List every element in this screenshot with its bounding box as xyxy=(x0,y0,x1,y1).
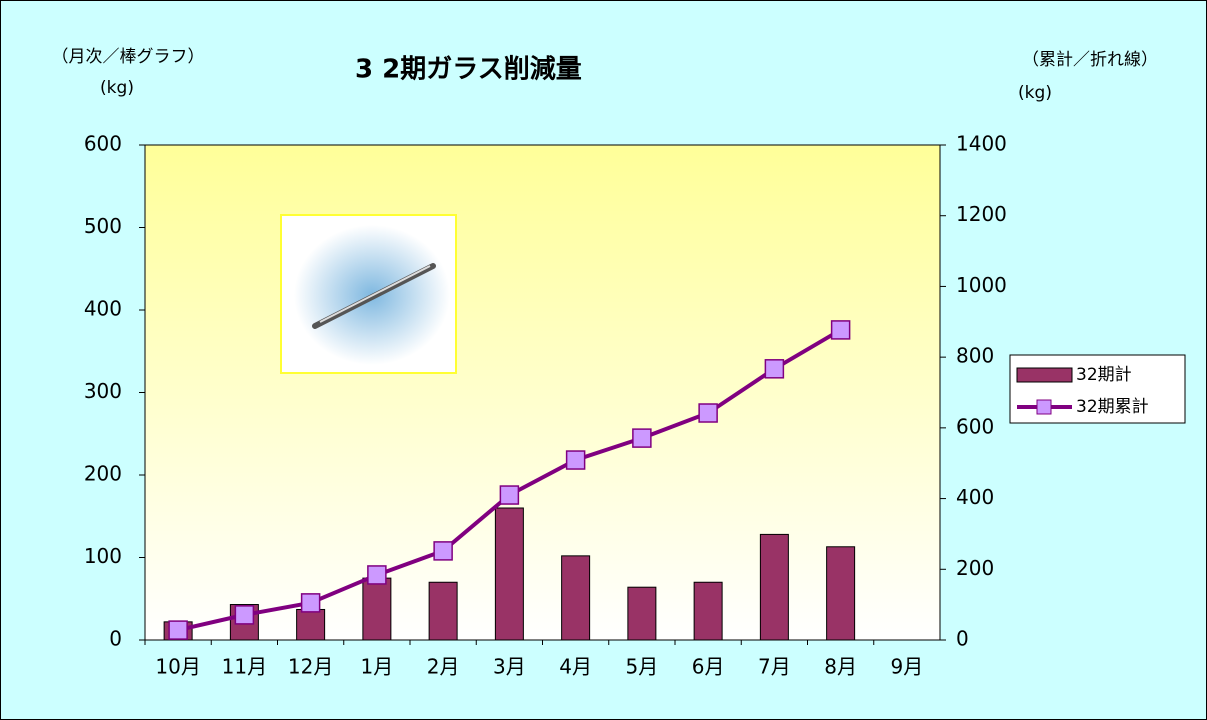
y-tick-label: 500 xyxy=(84,214,122,238)
x-tick-label: 4月 xyxy=(559,655,592,679)
x-tick-label: 3月 xyxy=(493,655,526,679)
x-tick-label: 6月 xyxy=(692,655,725,679)
y2-tick-label: 1400 xyxy=(956,132,1007,156)
bar xyxy=(297,609,325,640)
y-tick-label: 300 xyxy=(84,379,122,403)
marker xyxy=(765,360,783,378)
y2-tick-label: 600 xyxy=(956,414,994,438)
legend-swatch xyxy=(1037,400,1051,414)
x-tick-label: 10月 xyxy=(155,655,200,679)
marker xyxy=(832,321,850,339)
bar xyxy=(694,582,722,640)
marker xyxy=(302,594,320,612)
legend-label: 32期累計 xyxy=(1076,397,1149,417)
bar xyxy=(628,587,656,640)
bar xyxy=(429,582,457,640)
y-axis-label: （月次／棒グラフ） xyxy=(52,47,205,67)
picture xyxy=(281,215,456,373)
marker xyxy=(235,606,253,624)
x-tick-label: 7月 xyxy=(758,655,791,679)
bar xyxy=(363,578,391,640)
marker xyxy=(500,486,518,504)
y2-axis-unit: (kg) xyxy=(1018,83,1052,103)
marker xyxy=(567,451,585,469)
y-tick-label: 100 xyxy=(84,544,122,568)
legend-swatch xyxy=(1017,368,1072,382)
chart-title: 3 2期ガラス削減量 xyxy=(355,55,582,85)
marker xyxy=(434,542,452,560)
x-tick-label: 5月 xyxy=(626,655,659,679)
y2-tick-label: 1200 xyxy=(956,202,1007,226)
bar xyxy=(827,547,855,640)
y-axis-unit: (kg) xyxy=(100,78,134,98)
chart: 3 2期ガラス削減量 （月次／棒グラフ） (kg) （累計／折れ線） (kg) … xyxy=(0,0,1207,720)
y2-tick-label: 1000 xyxy=(956,273,1007,297)
x-tick-label: 11月 xyxy=(222,655,267,679)
x-tick-label: 8月 xyxy=(824,655,857,679)
plot-area xyxy=(145,145,940,640)
bar xyxy=(562,556,590,640)
marker xyxy=(699,404,717,422)
bar xyxy=(495,508,523,640)
marker xyxy=(368,566,386,584)
y-tick-label: 400 xyxy=(84,297,122,321)
legend-label: 32期計 xyxy=(1076,365,1132,385)
y2-tick-label: 0 xyxy=(956,627,969,651)
x-tick-label: 9月 xyxy=(891,655,924,679)
y2-tick-label: 800 xyxy=(956,344,994,368)
y-tick-label: 600 xyxy=(84,132,122,156)
marker xyxy=(633,429,651,447)
x-tick-label: 12月 xyxy=(288,655,333,679)
marker xyxy=(169,621,187,639)
y2-tick-label: 400 xyxy=(956,485,994,509)
y-tick-label: 200 xyxy=(84,462,122,486)
x-tick-label: 1月 xyxy=(361,655,394,679)
y-tick-label: 0 xyxy=(109,627,122,651)
bar xyxy=(760,534,788,640)
y2-tick-label: 200 xyxy=(956,556,994,580)
x-tick-label: 2月 xyxy=(427,655,460,679)
y2-axis-label: （累計／折れ線） xyxy=(1022,50,1158,70)
